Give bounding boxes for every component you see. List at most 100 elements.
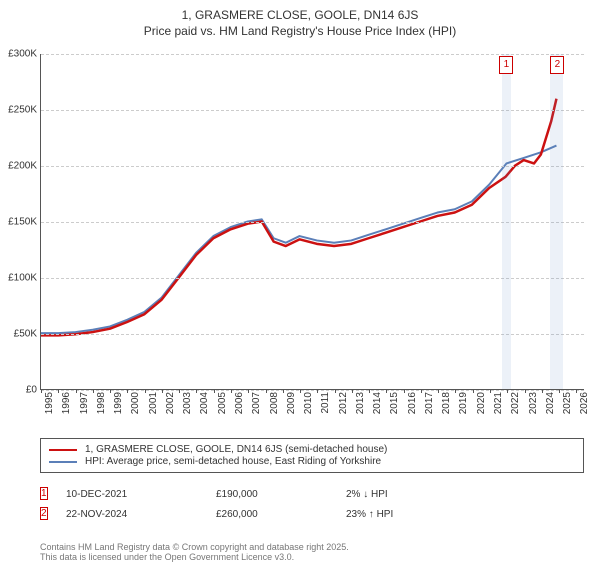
x-tick (507, 389, 508, 393)
x-tick (473, 389, 474, 393)
y-axis-label: £50K (14, 329, 37, 340)
x-axis-label: 2000 (130, 392, 141, 414)
x-tick (300, 389, 301, 393)
x-axis-label: 2024 (545, 392, 556, 414)
x-tick (386, 389, 387, 393)
x-axis-label: 2025 (562, 392, 573, 414)
x-tick (196, 389, 197, 393)
x-axis-label: 1996 (61, 392, 72, 414)
x-tick (162, 389, 163, 393)
x-tick (490, 389, 491, 393)
y-axis-label: £200K (8, 161, 37, 172)
x-tick (58, 389, 59, 393)
x-axis-label: 2018 (441, 392, 452, 414)
callout-marker: 2 (550, 56, 564, 74)
x-tick (283, 389, 284, 393)
chart-subtitle: Price paid vs. HM Land Registry's House … (0, 24, 600, 38)
x-tick (438, 389, 439, 393)
x-axis-label: 2026 (579, 392, 590, 414)
legend-label: HPI: Average price, semi-detached house,… (85, 456, 381, 467)
x-tick (559, 389, 560, 393)
row-date: 10-DEC-2021 (66, 489, 216, 500)
row-delta: 2% ↓ HPI (346, 489, 466, 500)
legend-swatch (49, 449, 77, 451)
x-axis-label: 1999 (113, 392, 124, 414)
x-axis-label: 2001 (148, 392, 159, 414)
x-tick (127, 389, 128, 393)
y-axis-label: £250K (8, 105, 37, 116)
x-tick (352, 389, 353, 393)
y-axis-label: £0 (26, 385, 37, 396)
x-axis-label: 2011 (320, 392, 331, 414)
row-marker: 1 (40, 487, 48, 500)
x-axis-label: 2006 (234, 392, 245, 414)
x-tick (231, 389, 232, 393)
x-tick (145, 389, 146, 393)
x-tick (576, 389, 577, 393)
chart-plot-area: £0£50K£100K£150K£200K£250K£300K199519961… (40, 54, 584, 390)
x-tick (335, 389, 336, 393)
x-tick (404, 389, 405, 393)
x-axis-label: 2020 (476, 392, 487, 414)
x-axis-label: 1995 (44, 392, 55, 414)
x-axis-label: 2005 (217, 392, 228, 414)
x-axis-label: 1997 (79, 392, 90, 414)
x-tick (369, 389, 370, 393)
x-axis-label: 2014 (372, 392, 383, 414)
x-axis-label: 2019 (458, 392, 469, 414)
x-axis-label: 2007 (251, 392, 262, 414)
y-axis-label: £150K (8, 217, 37, 228)
x-axis-label: 2012 (338, 392, 349, 414)
data-table: 1 10-DEC-2021 £190,000 2% ↓ HPI 2 22-NOV… (40, 482, 584, 526)
x-tick (93, 389, 94, 393)
row-delta: 23% ↑ HPI (346, 509, 466, 520)
table-row: 1 10-DEC-2021 £190,000 2% ↓ HPI (40, 486, 584, 502)
x-tick (317, 389, 318, 393)
row-price: £260,000 (216, 509, 346, 520)
x-axis-label: 2009 (286, 392, 297, 414)
legend-swatch (49, 461, 77, 463)
x-axis-label: 2023 (528, 392, 539, 414)
row-marker: 2 (40, 507, 48, 520)
x-axis-label: 2015 (389, 392, 400, 414)
x-axis-label: 2003 (182, 392, 193, 414)
x-axis-label: 2016 (407, 392, 418, 414)
x-tick (214, 389, 215, 393)
x-axis-label: 2022 (510, 392, 521, 414)
x-axis-label: 2013 (355, 392, 366, 414)
x-axis-label: 2008 (269, 392, 280, 414)
x-axis-label: 2004 (199, 392, 210, 414)
footer-line: Contains HM Land Registry data © Crown c… (40, 542, 349, 552)
table-row: 2 22-NOV-2024 £260,000 23% ↑ HPI (40, 506, 584, 522)
x-axis-label: 2002 (165, 392, 176, 414)
gridline (41, 390, 584, 391)
legend-label: 1, GRASMERE CLOSE, GOOLE, DN14 6JS (semi… (85, 444, 387, 455)
chart-title: 1, GRASMERE CLOSE, GOOLE, DN14 6JS (0, 8, 600, 22)
series-price_paid (41, 99, 556, 336)
chart-legend: 1, GRASMERE CLOSE, GOOLE, DN14 6JS (semi… (40, 438, 584, 473)
shaded-region (502, 54, 511, 389)
x-tick (76, 389, 77, 393)
x-axis-label: 2010 (303, 392, 314, 414)
x-axis-label: 1998 (96, 392, 107, 414)
x-tick (179, 389, 180, 393)
footer-attribution: Contains HM Land Registry data © Crown c… (40, 542, 349, 562)
x-tick (421, 389, 422, 393)
shaded-region (550, 54, 562, 389)
x-tick (266, 389, 267, 393)
footer-line: This data is licensed under the Open Gov… (40, 552, 349, 562)
row-date: 22-NOV-2024 (66, 509, 216, 520)
y-axis-label: £100K (8, 273, 37, 284)
x-tick (110, 389, 111, 393)
x-tick (455, 389, 456, 393)
legend-item-hpi: HPI: Average price, semi-detached house,… (49, 456, 575, 467)
x-axis-label: 2017 (424, 392, 435, 414)
x-tick (525, 389, 526, 393)
callout-marker: 1 (499, 56, 513, 74)
y-axis-label: £300K (8, 49, 37, 60)
x-tick (542, 389, 543, 393)
x-tick (41, 389, 42, 393)
x-tick (248, 389, 249, 393)
row-price: £190,000 (216, 489, 346, 500)
legend-item-price-paid: 1, GRASMERE CLOSE, GOOLE, DN14 6JS (semi… (49, 444, 575, 455)
